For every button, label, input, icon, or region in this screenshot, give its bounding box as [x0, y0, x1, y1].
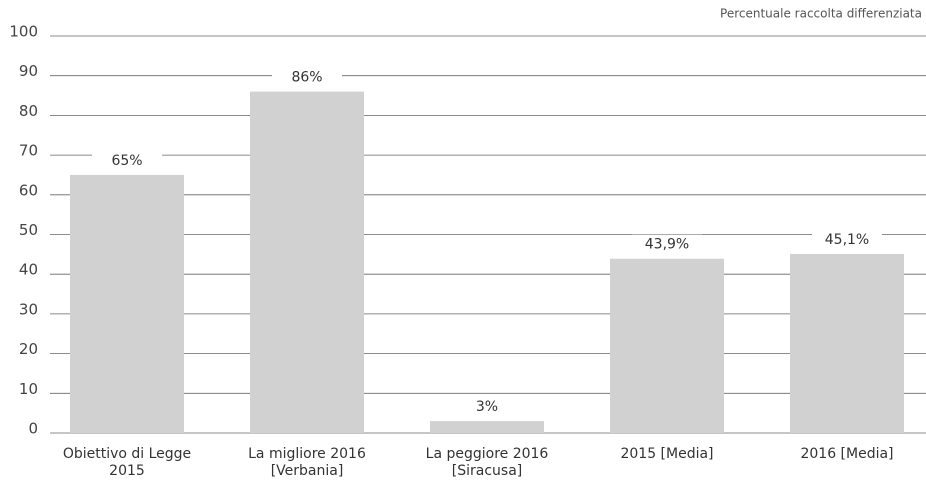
bar [790, 253, 904, 433]
y-tick-label: 80 [19, 102, 38, 120]
x-tick-label: La migliore 2016 [248, 446, 366, 462]
x-tick-label: 2016 [Media] [800, 446, 893, 462]
value-label: 3% [476, 399, 498, 415]
label-bg [92, 150, 162, 171]
bar [610, 258, 724, 433]
x-tick-label: Obiettivo di Legge [63, 446, 191, 462]
y-tick-label: 60 [19, 181, 38, 199]
x-tick-label: 2015 [109, 463, 145, 479]
bar [70, 174, 184, 433]
x-tick-label: [Verbania] [271, 463, 344, 479]
y-tick-label: 70 [19, 142, 38, 160]
x-tick-label: La peggiore 2016 [426, 446, 549, 462]
bar [250, 91, 364, 433]
y-tick-label: 30 [19, 300, 38, 318]
x-tick-label: 2015 [Media] [620, 446, 713, 462]
label-bg [632, 234, 702, 255]
label-bg [272, 67, 342, 88]
y-tick-label: 50 [19, 221, 38, 239]
value-label: 65% [111, 153, 142, 169]
y-tick-label: 20 [19, 340, 38, 358]
y-tick-label: 0 [28, 420, 38, 438]
chart-title: Percentuale raccolta differenziata [720, 7, 922, 21]
value-label: 86% [291, 70, 322, 86]
y-tick-label: 10 [19, 380, 38, 398]
value-label: 43,9% [645, 237, 689, 253]
y-tick-label: 100 [9, 23, 38, 41]
label-bg [452, 397, 522, 418]
x-tick-label: [Siracusa] [452, 463, 522, 479]
label-bg [812, 229, 882, 250]
value-label: 45,1% [825, 232, 869, 248]
bar [430, 421, 544, 433]
y-tick-label: 40 [19, 261, 38, 279]
y-tick-label: 90 [19, 62, 38, 80]
